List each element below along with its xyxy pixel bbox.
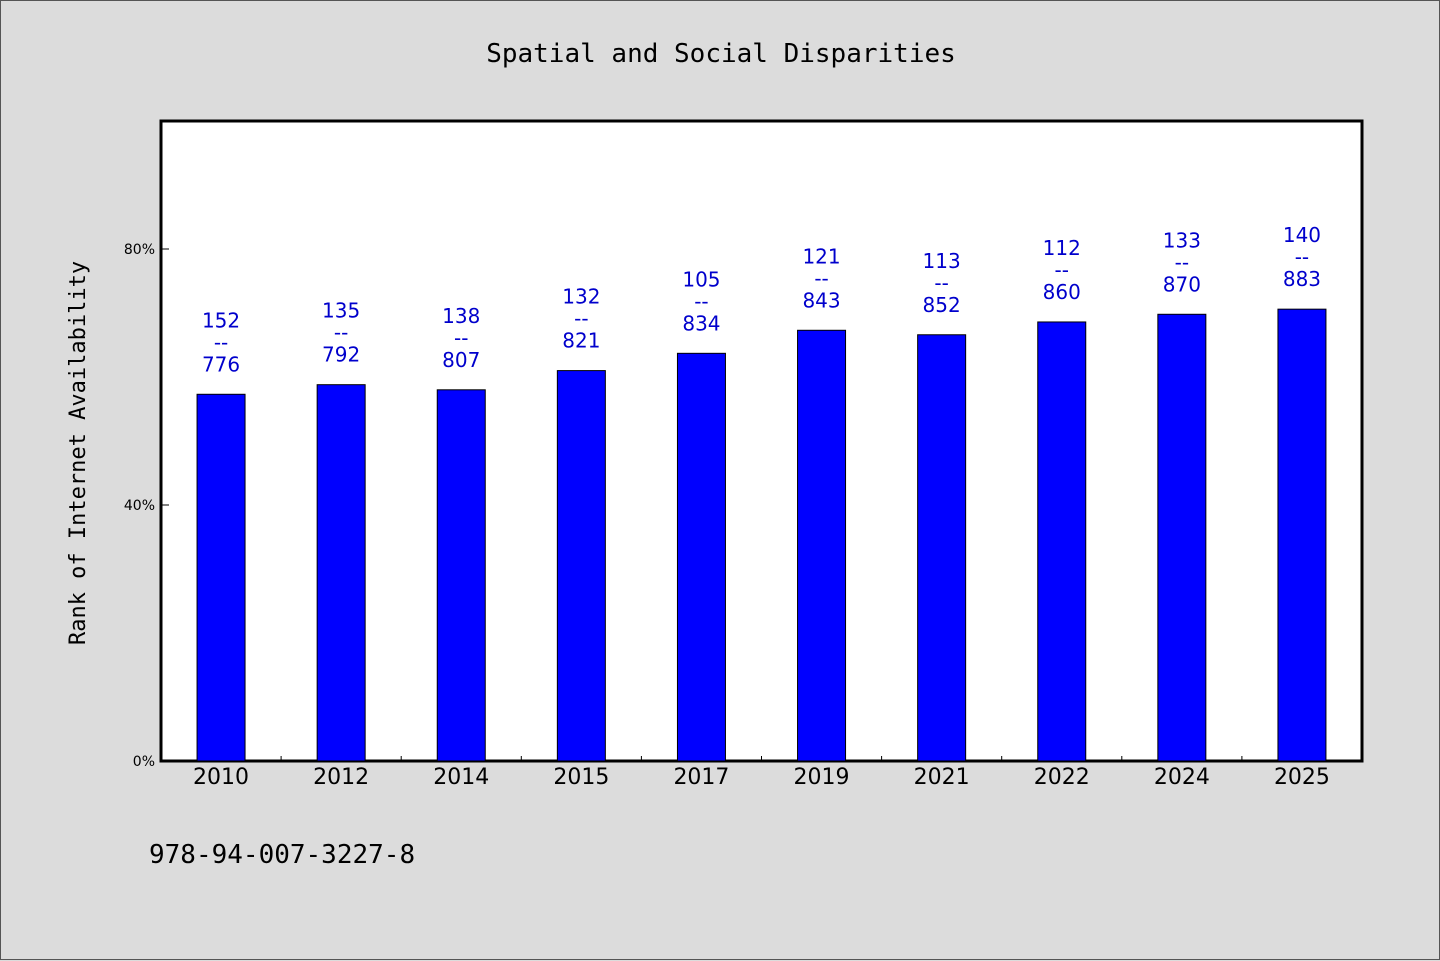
x-tick-label: 2021 xyxy=(914,765,970,790)
axis-ticks: 2010 2012 2014 2015 2017 2019 2021 2022 2024 2025… xyxy=(124,242,1330,790)
bar-2010 xyxy=(196,393,246,762)
data-label: -- xyxy=(934,271,948,295)
x-tick-label: 2025 xyxy=(1274,765,1330,790)
x-tick-label: 2015 xyxy=(553,765,609,790)
bar-2019 xyxy=(797,329,847,762)
y-tick-label: 40% xyxy=(124,498,155,514)
data-label: 792 xyxy=(322,343,360,367)
data-label: 138 xyxy=(442,304,480,328)
data-label: 870 xyxy=(1163,272,1201,296)
data-label: 860 xyxy=(1043,280,1081,304)
x-tick-label: 2017 xyxy=(673,765,729,790)
data-label: 132 xyxy=(562,285,600,309)
data-label: 121 xyxy=(802,244,840,268)
bar-2017 xyxy=(676,352,726,762)
data-label: 105 xyxy=(682,267,720,291)
data-label: -- xyxy=(1175,250,1189,274)
data-label: 852 xyxy=(923,293,961,317)
data-label: 834 xyxy=(682,311,720,335)
x-tick-label: 2024 xyxy=(1154,765,1210,790)
y-axis-label: Rank of Internet Availability xyxy=(66,261,91,645)
data-label: -- xyxy=(1055,258,1069,282)
data-label: 135 xyxy=(322,299,360,323)
data-label: 807 xyxy=(442,348,480,372)
y-tick-label: 0% xyxy=(133,754,155,770)
bar-2012 xyxy=(316,384,366,762)
data-label: 112 xyxy=(1043,236,1081,260)
data-label: -- xyxy=(814,266,828,290)
data-label: 113 xyxy=(923,249,961,273)
bar-2022 xyxy=(1037,321,1087,762)
x-tick-label: 2010 xyxy=(193,765,249,790)
x-tick-label: 2012 xyxy=(313,765,369,790)
bar-2015 xyxy=(556,370,606,762)
data-label: -- xyxy=(1295,245,1309,269)
bar-2025 xyxy=(1277,308,1327,762)
data-label: 821 xyxy=(562,329,600,353)
bar-2014 xyxy=(436,389,486,762)
bar-2021 xyxy=(917,334,967,762)
data-label: -- xyxy=(454,326,468,350)
data-label: 152 xyxy=(202,308,240,332)
data-label: -- xyxy=(574,307,588,331)
data-label: -- xyxy=(694,289,708,313)
bar-2024 xyxy=(1157,313,1207,762)
data-label: 843 xyxy=(802,288,840,312)
data-label: 776 xyxy=(202,352,240,376)
data-label: 883 xyxy=(1283,267,1321,291)
y-tick-label: 80% xyxy=(124,242,155,258)
chart-title: Spatial and Social Disparities xyxy=(486,39,956,69)
x-tick-label: 2022 xyxy=(1034,765,1090,790)
data-label: -- xyxy=(334,321,348,345)
isbn-footer: 978-94-007-3227-8 xyxy=(149,840,415,870)
data-label: 140 xyxy=(1283,223,1321,247)
x-tick-label: 2014 xyxy=(433,765,489,790)
data-label: -- xyxy=(214,330,228,354)
data-label: 133 xyxy=(1163,228,1201,252)
x-tick-label: 2019 xyxy=(794,765,850,790)
data-labels: 152--776135--792138--807132--821105--834… xyxy=(202,223,1321,376)
bar-series xyxy=(196,308,1327,762)
